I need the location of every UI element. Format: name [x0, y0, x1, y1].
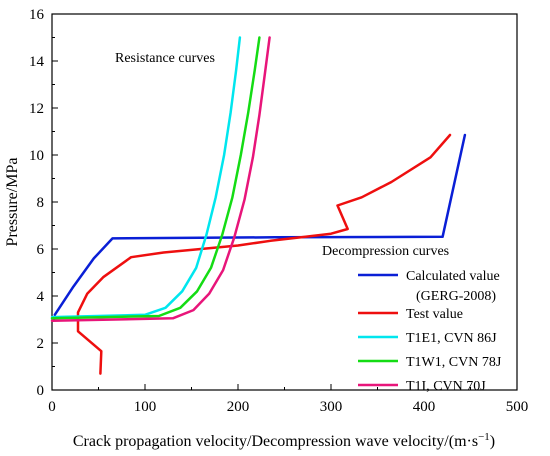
x-tick-label: 0	[48, 399, 56, 415]
y-tick-label: 14	[29, 54, 45, 70]
series-line-4	[50, 36, 261, 320]
legend-label-3: T1E1, CVN 86J	[406, 331, 497, 346]
y-tick-label: 10	[29, 148, 44, 164]
y-tick-label: 16	[29, 7, 45, 23]
x-tick-label: 400	[413, 399, 436, 415]
y-tick-label: 8	[37, 195, 45, 211]
x-axis-label: Crack propagation velocity/Decompression…	[73, 431, 495, 450]
axis-ticks: 0 100 200 300 400 500 0 2 4 6 8 10 12 14 16	[29, 7, 528, 415]
series-line-5	[50, 36, 271, 322]
series-lines	[50, 36, 467, 375]
x-tick-label: 300	[320, 399, 343, 415]
legend-label-5: T1I, CVN 70J	[406, 379, 486, 394]
legend-label-4: T1W1, CVN 78J	[406, 355, 502, 370]
x-axis-label-main: Crack propagation velocity/Decompression…	[73, 433, 478, 450]
y-tick-label: 12	[29, 101, 44, 117]
x-tick-label: 100	[134, 399, 157, 415]
y-tick-label: 6	[37, 242, 45, 258]
legend-label-1-line2: (GERG-2008)	[416, 289, 496, 304]
y-tick-label: 4	[37, 289, 45, 305]
series-line-1	[53, 133, 467, 317]
series-line-3	[50, 36, 242, 319]
legend: Calculated value (GERG-2008) Test value T1E…	[358, 269, 502, 394]
x-axis-label-end: )	[490, 433, 495, 450]
legend-label-1: Calculated value	[406, 269, 500, 284]
annotation-resistance: Resistance curves	[115, 51, 215, 66]
annotation-decompression: Decompression curves	[322, 244, 449, 259]
x-axis-label-sup: −1	[478, 431, 490, 443]
y-tick-label: 0	[37, 383, 45, 399]
y-tick-label: 2	[37, 336, 45, 352]
legend-label-2: Test value	[406, 307, 463, 322]
x-tick-label: 500	[506, 399, 529, 415]
x-tick-label: 200	[227, 399, 250, 415]
y-axis-label: Pressure/MPa	[4, 158, 21, 247]
